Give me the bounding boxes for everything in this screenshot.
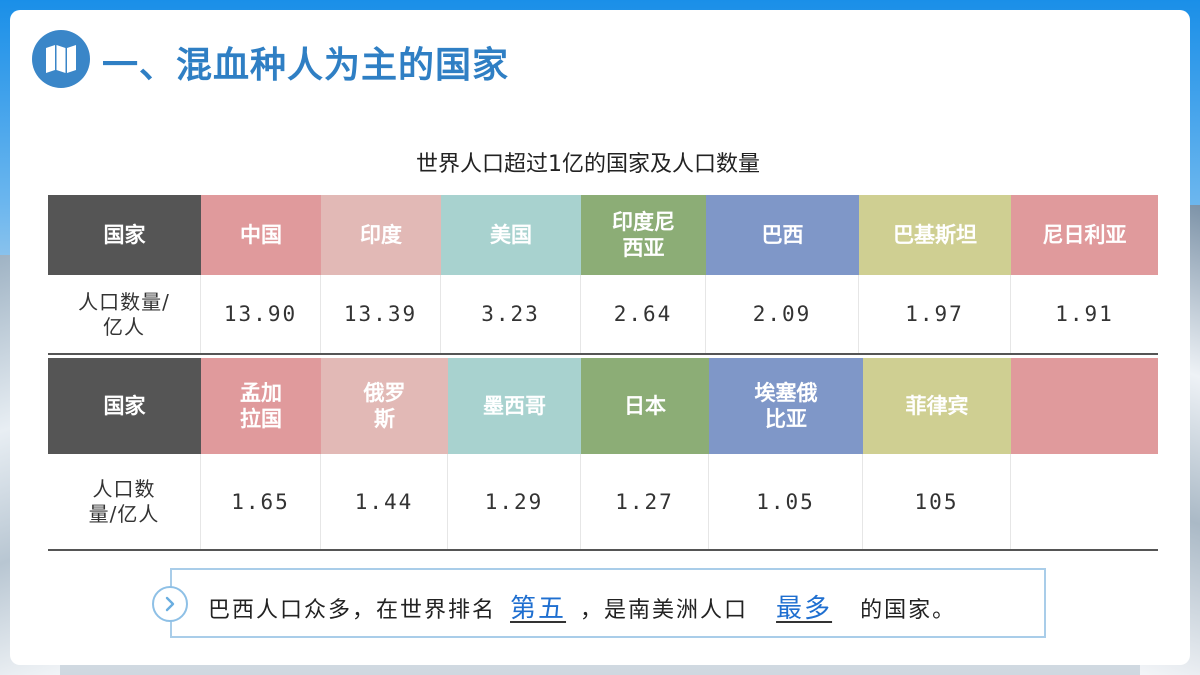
value-cell: 13.90 — [201, 275, 321, 354]
country-cell: 美国 — [441, 195, 581, 275]
country-cell: 印度 — [321, 195, 441, 275]
table1-header-row: 国家 中国 印度 美国 印度尼西亚 巴西 巴基斯坦 尼日利亚 — [48, 195, 1158, 275]
value-cell: 1.91 — [1011, 275, 1158, 354]
note-part1: 巴西人口众多，在世界排名 — [208, 598, 497, 623]
country-cell: 菲律宾 — [863, 358, 1011, 454]
country-cell — [1011, 358, 1158, 454]
country-cell-text: 孟加拉国 — [240, 380, 282, 431]
answer-blank-rank: 第五 — [510, 594, 567, 624]
country-cell-text: 印度尼西亚 — [612, 209, 675, 260]
value-cell — [1011, 454, 1158, 550]
country-cell: 日本 — [581, 358, 709, 454]
value-cell: 2.64 — [581, 275, 706, 354]
value-cell: 3.23 — [441, 275, 581, 354]
table-caption: 世界人口超过1亿的国家及人口数量 — [416, 152, 760, 177]
value-cell: 105 — [863, 454, 1011, 550]
country-cell: 墨西哥 — [448, 358, 581, 454]
value-row-label-text: 人口数量/亿人 — [78, 289, 170, 339]
table2-header-label: 国家 — [48, 358, 201, 454]
country-cell: 印度尼西亚 — [581, 195, 706, 275]
map-icon — [32, 30, 90, 88]
table1-value-row: 人口数量/亿人 13.90 13.39 3.23 2.64 2.09 1.97 … — [48, 275, 1158, 354]
value-row-label: 人口数量/亿人 — [48, 275, 201, 354]
value-cell: 1.65 — [201, 454, 321, 550]
table-divider — [48, 353, 1158, 355]
value-cell: 13.39 — [321, 275, 441, 354]
table1-header-label: 国家 — [48, 195, 201, 275]
country-cell: 孟加拉国 — [201, 358, 321, 454]
fill-in-note-box — [170, 568, 1046, 638]
country-cell: 巴基斯坦 — [859, 195, 1011, 275]
country-cell-text: 埃塞俄比亚 — [754, 380, 818, 431]
country-cell: 埃塞俄比亚 — [709, 358, 863, 454]
value-cell: 1.05 — [709, 454, 863, 550]
value-cell: 1.44 — [321, 454, 448, 550]
country-cell: 中国 — [201, 195, 321, 275]
table-bottom-rule — [48, 549, 1158, 551]
value-cell: 1.29 — [448, 454, 581, 550]
country-cell-text: 俄罗斯 — [363, 380, 406, 431]
page-title: 一、混血种人为主的国家 — [102, 45, 510, 86]
country-cell: 巴西 — [706, 195, 859, 275]
value-cell: 2.09 — [706, 275, 859, 354]
value-cell: 1.27 — [581, 454, 709, 550]
fill-in-sentence: 巴西人口众多，在世界排名 第五 ，是南美洲人口 最多 的国家。 — [208, 588, 956, 625]
answer-blank-most: 最多 — [776, 594, 833, 624]
value-row-label-text: 人口数量/亿人 — [88, 477, 160, 526]
value-row-label: 人口数量/亿人 — [48, 454, 201, 550]
note-part3: 的国家。 — [860, 598, 957, 623]
country-cell: 尼日利亚 — [1011, 195, 1158, 275]
country-cell: 俄罗斯 — [321, 358, 448, 454]
table2-value-row: 人口数量/亿人 1.65 1.44 1.29 1.27 1.05 105 — [48, 454, 1158, 550]
table2-header-row: 国家 孟加拉国 俄罗斯 墨西哥 日本 埃塞俄比亚 菲律宾 — [48, 358, 1158, 454]
value-cell: 1.97 — [859, 275, 1011, 354]
chevron-right-icon — [152, 586, 188, 622]
note-part2: ，是南美洲人口 — [580, 598, 749, 623]
